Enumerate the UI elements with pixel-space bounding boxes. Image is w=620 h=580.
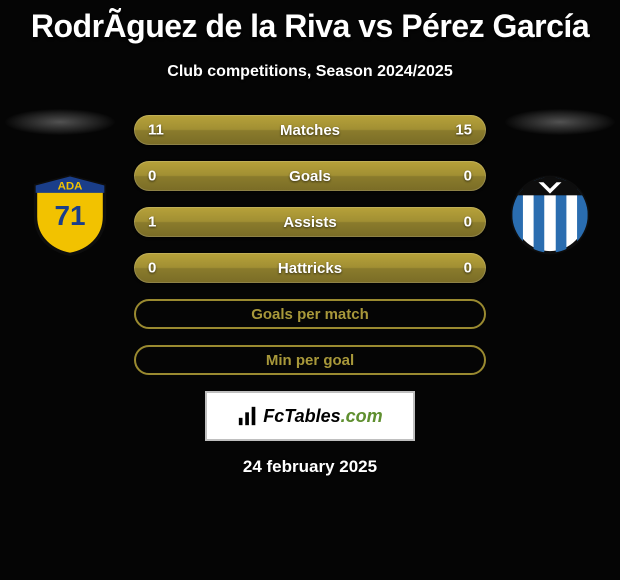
stat-label: Goals (289, 168, 331, 185)
brand-name: FcTables (263, 406, 340, 426)
stat-pill: 1 Assists 0 (134, 207, 486, 237)
spotlight-left (5, 109, 115, 135)
brand-text: FcTables.com (263, 406, 382, 427)
stat-value-right: 0 (464, 214, 472, 231)
stat-pill: 0 Goals 0 (134, 161, 486, 191)
stat-label: Matches (280, 122, 340, 139)
team-badge-left: ADA 71 (28, 174, 112, 256)
chart-icon (237, 405, 259, 427)
stat-pill: Min per goal (134, 345, 486, 375)
stat-value-right: 0 (464, 260, 472, 277)
svg-text:71: 71 (54, 200, 85, 231)
stat-pill: Goals per match (134, 299, 486, 329)
stat-value-left: 0 (148, 260, 156, 277)
date-label: 24 february 2025 (0, 457, 620, 477)
stat-label: Hattricks (278, 260, 342, 277)
stat-pill-list: 11 Matches 15 0 Goals 0 1 Assists 0 0 Hattricks 0 Go… (134, 115, 486, 375)
comparison-area: ADA 71 11 Matches 15 0 Goals 0 1 Assists 0 0 Hattr… (0, 115, 620, 375)
page-subtitle: Club competitions, Season 2024/2025 (0, 63, 620, 81)
brand-box: FcTables.com (205, 391, 415, 441)
stat-value-left: 11 (148, 122, 164, 139)
team-badge-right (508, 174, 592, 256)
brand-domain: .com (341, 406, 383, 426)
stat-label: Assists (283, 214, 336, 231)
stat-value-right: 15 (455, 122, 472, 139)
svg-text:ADA: ADA (58, 181, 83, 193)
stat-value-left: 1 (148, 214, 156, 231)
page-title: RodrÃ­guez de la Riva vs Pérez García (0, 0, 620, 45)
stat-label: Goals per match (251, 306, 369, 323)
stat-pill: 0 Hattricks 0 (134, 253, 486, 283)
stat-label: Min per goal (266, 352, 354, 369)
stat-value-left: 0 (148, 168, 156, 185)
stat-pill: 11 Matches 15 (134, 115, 486, 145)
stat-value-right: 0 (464, 168, 472, 185)
spotlight-right (505, 109, 615, 135)
